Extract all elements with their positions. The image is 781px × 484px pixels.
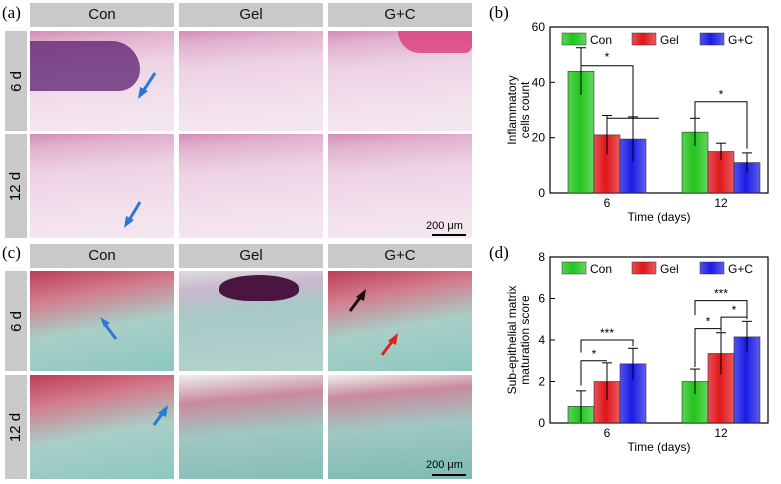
plot-frame [549, 26, 769, 194]
scale-bar-label: 200 μm [426, 220, 463, 232]
legend-swatch-gel [631, 261, 657, 275]
y-axis-label: maturation score [518, 295, 532, 385]
bar-gc-12 [733, 162, 761, 194]
panel-c-row-12d: 12 d [5, 375, 27, 479]
significance-mark: * [592, 347, 597, 361]
significance-bracket [580, 54, 659, 119]
panel-c-col-gc: G+C [328, 244, 472, 268]
panel-c-row-6d: 6 d [5, 271, 27, 371]
y-tick-label: 2 [538, 375, 545, 389]
legend-swatch-gc [699, 261, 725, 275]
y-tick-label: 8 [538, 250, 545, 264]
x-axis-label: Time (days) [628, 210, 691, 224]
legend-label: G+C [728, 33, 753, 47]
legend-label: G+C [728, 262, 753, 276]
significance-bracket [580, 360, 607, 386]
arrow-icon [152, 405, 168, 426]
significance-mark: * [732, 303, 737, 317]
legend-swatch-gc [699, 32, 725, 46]
panel-c-label: (c) [2, 243, 21, 262]
micrograph-a-gc-12d: 200 μm [328, 134, 472, 238]
x-axis-label: Time (days) [628, 440, 691, 454]
x-tick-label: 12 [714, 196, 728, 210]
x-tick-label: 6 [604, 426, 611, 440]
x-tick-label: 12 [714, 426, 728, 440]
y-axis-label: Inflammatory [505, 75, 519, 144]
y-tick-label: 0 [538, 186, 545, 200]
micrograph-a-con-12d [30, 134, 174, 238]
arrow-icon [124, 201, 142, 228]
significance-mark: *** [600, 326, 614, 340]
significance-bracket [694, 300, 748, 320]
y-tick-label: 0 [538, 416, 545, 430]
legend-label: Con [590, 262, 612, 276]
panel-c-col-con: Con [30, 244, 174, 268]
y-tick-label: 40 [532, 75, 546, 89]
micrograph-c-gc-12d: 200 μm [328, 375, 472, 479]
significance-bracket [694, 101, 748, 149]
y-axis-label: Sub-epithelial matrix [505, 286, 519, 395]
panel-b-label: (b) [489, 3, 509, 22]
micrograph-c-con-6d [30, 271, 174, 371]
y-tick-label: 60 [532, 20, 546, 34]
scale-bar [432, 474, 466, 476]
significance-mark: * [719, 88, 724, 102]
y-tick-label: 4 [538, 333, 545, 347]
matrix-maturation-chart: 0 2 4 6 8 Sub-epithelial matrix maturation sco… [505, 250, 769, 454]
y-tick-label: 6 [538, 292, 545, 306]
panel-d-label: (d) [489, 243, 509, 262]
micrograph-a-gel-6d [179, 31, 323, 131]
arrow-icon [138, 72, 157, 99]
inflammatory-cells-chart: 0 20 40 60 Inflammatory cells count 6 12 Time (d… [505, 20, 769, 224]
y-axis-label: cells count [518, 81, 532, 138]
arrow-icon [348, 289, 398, 356]
significance-mark: * [605, 50, 610, 64]
significance-bracket [580, 339, 634, 353]
scale-bar-label: 200 μm [426, 459, 463, 471]
panel-c-col-gel: Gel [179, 244, 323, 268]
micrograph-a-gel-12d [179, 134, 323, 238]
legend-swatch-con [561, 32, 587, 46]
significance-bracket [720, 316, 747, 331]
micrograph-c-con-12d [30, 375, 174, 479]
scale-bar [432, 234, 466, 236]
panel-a-row-12d: 12 d [5, 134, 27, 238]
panel-a-row-6d: 6 d [5, 31, 27, 131]
significance-mark: *** [714, 287, 728, 301]
micrograph-a-con-6d [30, 31, 174, 131]
micrograph-c-gc-6d [328, 271, 472, 371]
x-tick-label: 6 [604, 196, 611, 210]
panel-a-col-con: Con [30, 3, 174, 27]
panel-a-label: (a) [2, 3, 21, 22]
legend-label: Gel [660, 33, 679, 47]
legend-label: Con [590, 33, 612, 47]
legend-swatch-gel [631, 32, 657, 46]
legend-label: Gel [660, 262, 679, 276]
significance-mark: * [706, 315, 711, 329]
panel-a-col-gc: G+C [328, 3, 472, 27]
micrograph-c-gel-6d [179, 271, 323, 371]
panel-a-col-gel: Gel [179, 3, 323, 27]
legend-swatch-con [561, 261, 587, 275]
arrow-icon [100, 317, 118, 340]
y-tick-label: 20 [532, 131, 546, 145]
micrograph-a-gc-6d [328, 31, 472, 131]
micrograph-c-gel-12d [179, 375, 323, 479]
